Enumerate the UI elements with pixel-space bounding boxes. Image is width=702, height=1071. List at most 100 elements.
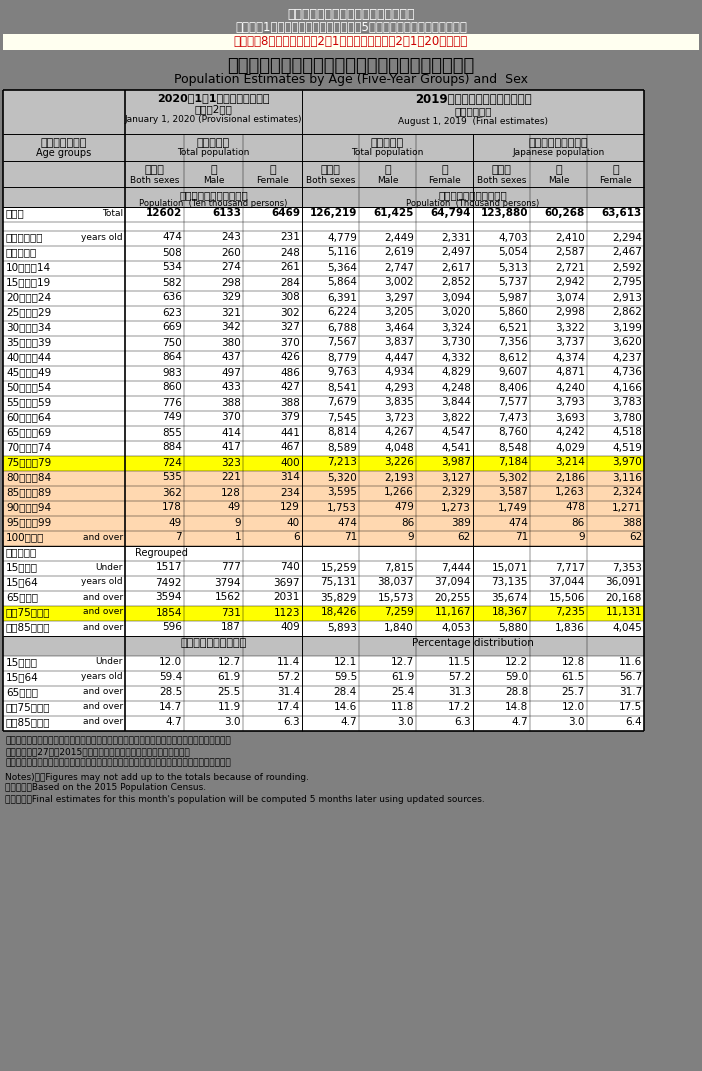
Text: 234: 234 xyxy=(280,487,300,498)
Text: 総　人　口: 総 人 口 xyxy=(371,138,404,148)
Text: 6.3: 6.3 xyxy=(284,716,300,727)
Text: 582: 582 xyxy=(162,277,182,287)
Text: 15,573: 15,573 xyxy=(378,592,414,603)
Text: うち75歳以上: うち75歳以上 xyxy=(6,607,51,618)
Text: 3.0: 3.0 xyxy=(569,716,585,727)
Bar xyxy=(3,411,644,426)
Text: 4,519: 4,519 xyxy=(612,442,642,453)
Text: 2,998: 2,998 xyxy=(555,307,585,317)
Text: 426: 426 xyxy=(280,352,300,362)
Text: 370: 370 xyxy=(280,337,300,347)
Text: 2,587: 2,587 xyxy=(555,247,585,257)
Text: 11,167: 11,167 xyxy=(435,607,471,618)
Text: 2,747: 2,747 xyxy=(384,262,414,272)
Text: 45　〜　49: 45 〜 49 xyxy=(6,367,51,377)
Text: 3,074: 3,074 xyxy=(555,292,585,302)
Text: years old: years old xyxy=(81,232,123,241)
Text: 9,607: 9,607 xyxy=(498,367,528,377)
Text: 15　〜　19: 15 〜 19 xyxy=(6,277,51,287)
Text: 400: 400 xyxy=(280,457,300,468)
Text: Japanese population: Japanese population xyxy=(512,148,604,157)
Text: 男女計: 男女計 xyxy=(145,165,164,175)
Text: 3,730: 3,730 xyxy=(442,337,471,347)
Text: 8,406: 8,406 xyxy=(498,382,528,392)
Bar xyxy=(3,336,644,351)
Text: 12.0: 12.0 xyxy=(159,657,182,667)
Text: 3594: 3594 xyxy=(156,592,182,603)
Text: 総務省統計局　人口推計の結果の概要: 総務省統計局 人口推計の結果の概要 xyxy=(287,7,415,21)
Text: and over: and over xyxy=(83,702,123,711)
Text: Population  (Ten thousand persons): Population (Ten thousand persons) xyxy=(139,199,288,208)
Text: 5,313: 5,313 xyxy=(498,262,528,272)
Text: 3,844: 3,844 xyxy=(441,397,471,407)
Text: and over: and over xyxy=(83,592,123,602)
Text: 4,934: 4,934 xyxy=(384,367,414,377)
Text: 8,779: 8,779 xyxy=(327,352,357,362)
Text: 61.9: 61.9 xyxy=(391,672,414,682)
Text: 4,374: 4,374 xyxy=(555,352,585,362)
Bar xyxy=(3,621,644,636)
Text: 389: 389 xyxy=(451,517,471,528)
Text: 80　〜　84: 80 〜 84 xyxy=(6,472,51,483)
Text: 31.4: 31.4 xyxy=(277,687,300,697)
Text: うち85歳以上: うち85歳以上 xyxy=(6,716,51,727)
Text: 73,135: 73,135 xyxy=(491,577,528,588)
Bar xyxy=(3,207,644,222)
Text: 1,271: 1,271 xyxy=(612,502,642,513)
Text: 5,364: 5,364 xyxy=(327,262,357,272)
Text: 3,464: 3,464 xyxy=(384,322,414,332)
Text: 5,893: 5,893 xyxy=(327,622,357,633)
Text: 314: 314 xyxy=(280,472,300,483)
Bar xyxy=(3,231,644,246)
Text: Both sexes: Both sexes xyxy=(130,176,179,185)
Text: 59.5: 59.5 xyxy=(333,672,357,682)
Text: Age groups: Age groups xyxy=(37,148,92,159)
Text: 2,721: 2,721 xyxy=(555,262,585,272)
Text: 15歳未満: 15歳未満 xyxy=(6,657,38,667)
Text: 61.5: 61.5 xyxy=(562,672,585,682)
Text: 3,297: 3,297 xyxy=(384,292,414,302)
Text: 388: 388 xyxy=(280,397,300,407)
Bar xyxy=(3,591,644,606)
Text: 636: 636 xyxy=(162,292,182,302)
Text: 243: 243 xyxy=(221,232,241,242)
Text: 15〜64: 15〜64 xyxy=(6,672,39,682)
Text: 864: 864 xyxy=(162,352,182,362)
Text: Both sexes: Both sexes xyxy=(306,176,355,185)
Text: 7,717: 7,717 xyxy=(555,562,585,573)
Text: 57.2: 57.2 xyxy=(448,672,471,682)
Text: 5,880: 5,880 xyxy=(498,622,528,633)
Text: 3,783: 3,783 xyxy=(612,397,642,407)
Text: 6.4: 6.4 xyxy=(625,716,642,727)
Text: Both sexes: Both sexes xyxy=(477,176,526,185)
Text: 1: 1 xyxy=(234,532,241,543)
Text: 9: 9 xyxy=(407,532,414,543)
Text: 7,444: 7,444 xyxy=(441,562,471,573)
Text: and over: and over xyxy=(83,532,123,542)
Text: 20　〜　24: 20 〜 24 xyxy=(6,292,51,302)
Text: ０　〜　４歳: ０ 〜 ４歳 xyxy=(6,232,44,242)
Text: 女: 女 xyxy=(269,165,276,175)
Text: 2,294: 2,294 xyxy=(612,232,642,242)
Text: 3,214: 3,214 xyxy=(555,457,585,468)
Text: 724: 724 xyxy=(162,457,182,468)
Text: 6: 6 xyxy=(293,532,300,543)
Text: ・Final estimates for this month's population will be computed 5 months later usi: ・Final estimates for this month's popula… xyxy=(5,795,485,803)
Text: and over: and over xyxy=(83,607,123,617)
Text: 9: 9 xyxy=(234,517,241,528)
Text: 71: 71 xyxy=(515,532,528,543)
Text: January 1, 2020 (Provisional estimates): January 1, 2020 (Provisional estimates) xyxy=(125,115,303,124)
Text: 4,237: 4,237 xyxy=(612,352,642,362)
Bar xyxy=(3,501,644,516)
Text: 983: 983 xyxy=(162,367,182,377)
Text: 414: 414 xyxy=(221,427,241,437)
Text: うち85歳以上: うち85歳以上 xyxy=(6,622,51,633)
Text: 3,020: 3,020 xyxy=(442,307,471,317)
Text: 4,240: 4,240 xyxy=(555,382,585,392)
Text: 4,871: 4,871 xyxy=(555,367,585,377)
Text: 437: 437 xyxy=(221,352,241,362)
Text: 3,322: 3,322 xyxy=(555,322,585,332)
Text: 126,219: 126,219 xyxy=(310,209,357,218)
Bar xyxy=(3,655,644,670)
Bar xyxy=(3,700,644,715)
